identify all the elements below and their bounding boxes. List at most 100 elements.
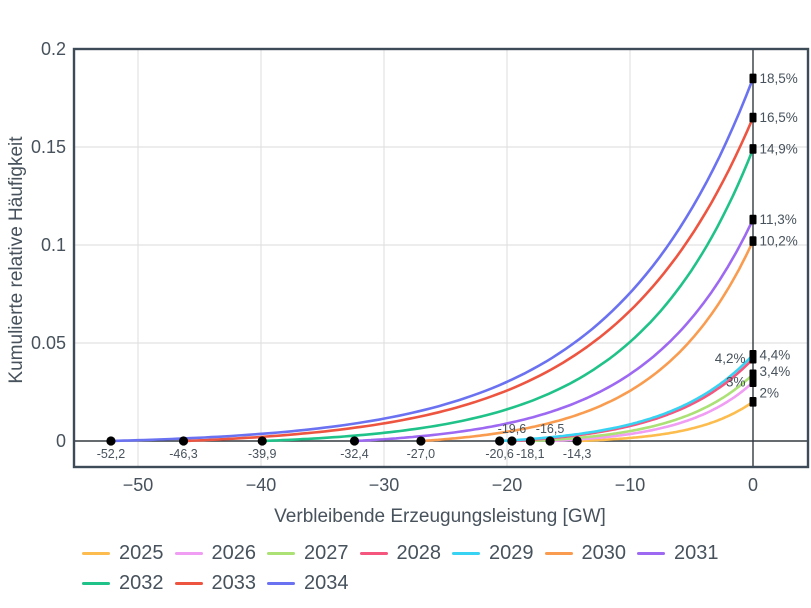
x-tick-label: −10 xyxy=(615,475,646,495)
legend-label-2034: 2034 xyxy=(304,572,349,594)
legend-label-2027: 2027 xyxy=(304,542,349,564)
series-end-marker-2034 xyxy=(749,73,757,84)
legend-item-2027[interactable]: 2027 xyxy=(267,539,349,568)
legend-swatch-2032 xyxy=(82,582,110,585)
legend-item-2030[interactable]: 2030 xyxy=(544,539,627,568)
series-end-marker-2031 xyxy=(749,214,757,225)
y-tick-label: 0.05 xyxy=(31,333,66,353)
min-value-label: -18,1 xyxy=(516,447,545,461)
legend-label-2033: 2033 xyxy=(211,572,257,594)
legend-swatch-2026 xyxy=(174,552,203,555)
legend-item-2033[interactable]: 2033 xyxy=(174,569,257,598)
legend-item-2032[interactable]: 2032 xyxy=(82,569,164,598)
series-line-2027 xyxy=(529,373,755,443)
end-value-label: 2% xyxy=(760,385,780,400)
min-value-label: -46,3 xyxy=(169,447,198,461)
min-value-label: -20,6 xyxy=(485,447,514,461)
x-axis-title: Verbleibende Erzeugungsleistung [GW] xyxy=(274,506,606,527)
legend-item-2031[interactable]: 2031 xyxy=(637,539,719,568)
data-point-markers xyxy=(106,73,757,446)
series-curves xyxy=(109,77,755,443)
legend-item-2028[interactable]: 2028 xyxy=(359,539,442,568)
x-tick-label: 0 xyxy=(748,475,758,495)
y-tick-label: 0.2 xyxy=(41,39,66,59)
series-line-2033 xyxy=(182,116,755,443)
legend-item-2025[interactable]: 2025 xyxy=(82,539,164,568)
series-end-marker-2033 xyxy=(749,112,757,123)
y-axis-title: Kumulierte relative Häufigkeit xyxy=(6,136,27,384)
min-value-label: -27,0 xyxy=(407,447,436,461)
series-line-2029 xyxy=(498,353,755,443)
series-min-dot-2034 xyxy=(106,436,116,446)
plot-border-group xyxy=(72,47,810,469)
legend-swatch-2029 xyxy=(452,552,480,555)
series-line-2034 xyxy=(109,77,755,443)
legend-swatch-2028 xyxy=(359,552,388,555)
series-min-dot-2028 xyxy=(507,436,517,446)
legend-item-2034[interactable]: 2034 xyxy=(267,569,349,598)
plot-border xyxy=(72,47,810,469)
y-tick-label: 0.15 xyxy=(31,137,66,157)
x-tick-label: −40 xyxy=(246,475,277,495)
end-value-label: 14,9% xyxy=(760,141,798,156)
min-value-label: -19,6 xyxy=(498,422,527,436)
legend-label-2032: 2032 xyxy=(119,572,164,594)
end-value-label: 11,3% xyxy=(760,212,797,227)
legend-label-2028: 2028 xyxy=(396,542,442,564)
series-min-dot-2025 xyxy=(572,436,582,446)
y-tick-label: 0.1 xyxy=(41,235,66,255)
value-annotations: -14,3 2% -16,5 3% -18,1 3,4% -19,6 4,2% -20,6 4,4… xyxy=(97,71,798,461)
axis-tick-labels: −50 −40 −30 −20 −10 0 0 0.05 0.1 0.15 0.2 xyxy=(31,39,758,495)
legend-label-2029: 2029 xyxy=(489,542,534,564)
end-value-label: 10,2% xyxy=(760,234,798,249)
legend-item-2029[interactable]: 2029 xyxy=(452,539,534,568)
series-end-marker-2026 xyxy=(749,377,757,387)
series-line-2025 xyxy=(575,400,755,443)
series-line-2032 xyxy=(260,147,755,443)
legend-swatch-2031 xyxy=(637,552,665,555)
legend-label-2030: 2030 xyxy=(581,542,627,564)
series-min-dot-2032 xyxy=(257,436,267,446)
legend-label-2026: 2026 xyxy=(211,542,257,564)
end-value-label: 16,5% xyxy=(760,110,798,125)
min-value-label: -52,2 xyxy=(97,447,126,461)
legend-swatch-2027 xyxy=(267,552,295,555)
end-value-label: 18,5% xyxy=(760,71,798,86)
series-min-dot-2033 xyxy=(178,436,189,446)
series-end-marker-2029 xyxy=(749,349,757,360)
end-value-label: 4,4% xyxy=(760,347,791,362)
series-min-dot-2030 xyxy=(416,436,426,446)
gridlines xyxy=(74,49,808,467)
legend-swatch-2025 xyxy=(82,552,110,555)
series-line-2031 xyxy=(353,218,755,443)
legend-label-2031: 2031 xyxy=(674,542,719,564)
end-value-label: 3,4% xyxy=(760,364,791,379)
legend-swatch-2033 xyxy=(174,582,203,585)
series-end-marker-2030 xyxy=(749,236,757,246)
legend-swatch-2034 xyxy=(267,582,295,585)
y-tick-label: 0 xyxy=(56,431,66,451)
series-end-marker-2025 xyxy=(749,397,757,407)
x-tick-label: −20 xyxy=(492,475,523,495)
series-min-dot-2027 xyxy=(525,436,535,446)
min-value-label: -39,9 xyxy=(248,447,277,461)
series-end-marker-2032 xyxy=(749,144,757,154)
min-value-label: -16,5 xyxy=(536,422,565,436)
x-tick-label: −30 xyxy=(369,475,400,495)
legend-swatch-2030 xyxy=(544,552,573,555)
series-min-dot-2031 xyxy=(349,436,360,446)
end-value-label: 3% xyxy=(726,375,746,390)
series-line-2026 xyxy=(548,380,755,443)
series-min-dot-2026 xyxy=(545,436,555,446)
x-tick-label: −50 xyxy=(123,475,154,495)
min-value-label: -14,3 xyxy=(563,447,592,461)
legend: 2025 2026 2027 2028 2029 2030 2031 2032 2033 2034 xyxy=(82,539,782,598)
series-line-2030 xyxy=(419,239,755,443)
min-value-label: -32,4 xyxy=(340,447,369,461)
end-value-label: 4,2% xyxy=(715,351,746,366)
series-min-dot-2029 xyxy=(495,436,505,446)
legend-label-2025: 2025 xyxy=(119,542,164,564)
legend-item-2026[interactable]: 2026 xyxy=(174,539,257,568)
